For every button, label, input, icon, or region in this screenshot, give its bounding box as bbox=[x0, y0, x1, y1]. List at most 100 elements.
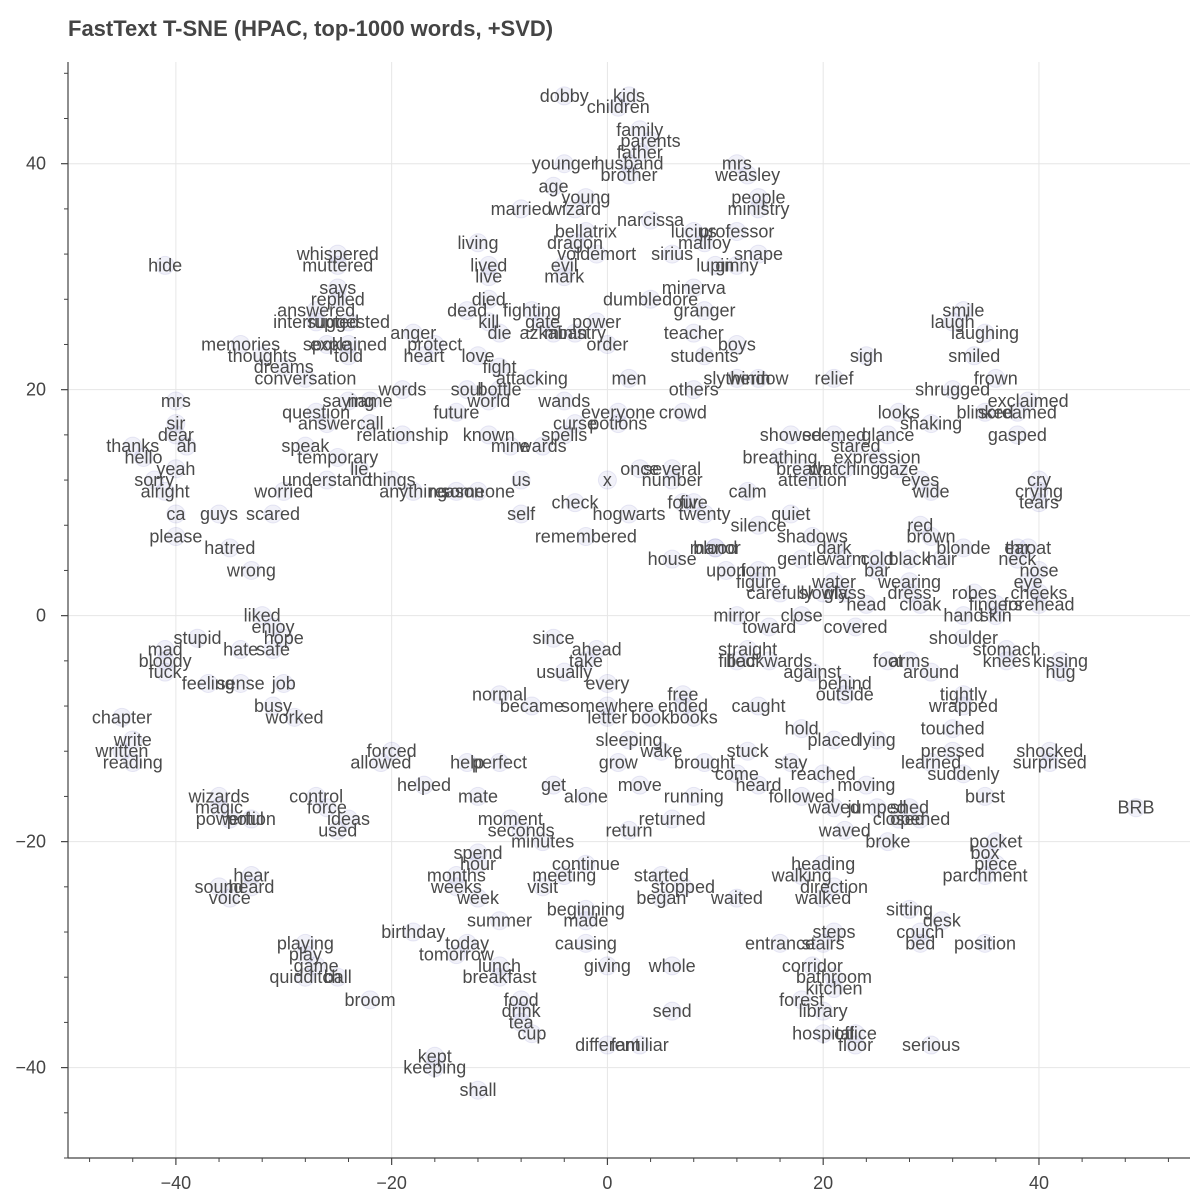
point-label: tears bbox=[1019, 493, 1059, 513]
data-point bbox=[328, 447, 348, 467]
data-point bbox=[339, 391, 358, 411]
data-point bbox=[673, 685, 693, 705]
data-point bbox=[306, 402, 326, 422]
data-point bbox=[490, 911, 510, 931]
data-point bbox=[846, 617, 866, 637]
data-point bbox=[867, 447, 887, 467]
data-point bbox=[231, 640, 251, 660]
data-point bbox=[1051, 651, 1071, 671]
point-label: neck bbox=[998, 549, 1037, 569]
data-point bbox=[1029, 493, 1049, 513]
point-label: hope bbox=[264, 628, 304, 648]
data-point bbox=[198, 673, 218, 693]
data-point bbox=[932, 549, 952, 569]
point-label: worried bbox=[253, 481, 313, 501]
point-label: started bbox=[634, 866, 689, 886]
data-point bbox=[673, 402, 693, 422]
data-point bbox=[662, 470, 682, 490]
point-label: blonde bbox=[936, 538, 990, 558]
point-label: continue bbox=[552, 854, 620, 874]
point-label: hello bbox=[125, 447, 163, 467]
point-label: breath bbox=[776, 459, 827, 479]
point-label: married bbox=[491, 199, 552, 219]
data-point bbox=[328, 289, 348, 309]
point-label: weasley bbox=[714, 165, 780, 185]
plot-area bbox=[68, 62, 1190, 1158]
data-point bbox=[500, 809, 520, 829]
data-point bbox=[597, 956, 617, 976]
point-label: cheeks bbox=[1010, 583, 1067, 603]
data-point bbox=[511, 470, 531, 490]
point-label: grow bbox=[599, 753, 639, 773]
grid bbox=[68, 62, 1190, 1158]
data-point bbox=[835, 685, 855, 705]
data-point bbox=[986, 832, 1006, 852]
data-point bbox=[1051, 662, 1071, 682]
point-label: sleeping bbox=[595, 730, 662, 750]
point-label: wrapped bbox=[928, 696, 998, 716]
point-label: exclaimed bbox=[988, 391, 1069, 411]
point-label: slowly bbox=[799, 583, 848, 603]
point-label: meeting bbox=[532, 866, 596, 886]
point-label: running bbox=[664, 786, 724, 806]
point-label: waited bbox=[710, 888, 763, 908]
point-label: slytherin bbox=[703, 368, 770, 388]
point-label: position bbox=[954, 933, 1016, 953]
data-point bbox=[705, 538, 725, 558]
point-label: covered bbox=[824, 617, 888, 637]
data-point bbox=[468, 843, 488, 863]
data-point bbox=[241, 560, 261, 580]
data-point bbox=[608, 402, 628, 422]
point-label: died bbox=[472, 289, 506, 309]
point-label: ministry bbox=[727, 199, 789, 219]
data-point bbox=[1007, 549, 1027, 569]
point-label: move bbox=[618, 775, 662, 795]
data-point bbox=[543, 628, 563, 648]
data-point bbox=[997, 651, 1017, 671]
point-label: understand bbox=[282, 470, 372, 490]
point-label: magic bbox=[195, 798, 243, 818]
data-point bbox=[1029, 583, 1049, 603]
data-point bbox=[457, 753, 477, 773]
point-label: dress bbox=[887, 583, 931, 603]
point-label: heard bbox=[735, 775, 781, 795]
data-point bbox=[641, 210, 661, 230]
data-point bbox=[187, 628, 207, 648]
point-label: cold bbox=[861, 549, 894, 569]
data-point bbox=[684, 278, 704, 298]
data-point bbox=[166, 459, 186, 479]
point-label: box bbox=[971, 843, 1000, 863]
point-label: control bbox=[289, 786, 343, 806]
point-label: dumbledore bbox=[603, 289, 698, 309]
data-point bbox=[112, 741, 132, 761]
data-point bbox=[554, 267, 574, 287]
point-label: wizard bbox=[548, 199, 601, 219]
data-point bbox=[824, 425, 844, 445]
point-label: piece bbox=[974, 854, 1017, 874]
point-label: things bbox=[368, 470, 416, 490]
point-label: whispered bbox=[296, 244, 379, 264]
point-label: since bbox=[532, 628, 574, 648]
data-point bbox=[339, 346, 358, 366]
point-label: order bbox=[586, 334, 628, 354]
point-label: tomorrow bbox=[419, 945, 495, 965]
point-label: sigh bbox=[850, 346, 883, 366]
data-point bbox=[738, 741, 758, 761]
point-label: gaze bbox=[879, 459, 918, 479]
point-label: opened bbox=[890, 809, 950, 829]
point-label: force bbox=[307, 798, 347, 818]
data-point bbox=[695, 504, 715, 524]
point-label: wearing bbox=[877, 572, 941, 592]
point-label: tea bbox=[509, 1012, 535, 1032]
data-point bbox=[554, 425, 574, 445]
point-label: playing bbox=[277, 933, 334, 953]
data-point bbox=[867, 730, 887, 750]
point-label: eyes bbox=[901, 470, 939, 490]
data-point bbox=[651, 741, 671, 761]
data-point bbox=[630, 1035, 650, 1055]
data-point bbox=[727, 368, 747, 388]
data-point bbox=[554, 391, 574, 411]
y-tick-label: −20 bbox=[15, 832, 46, 852]
point-label: professor bbox=[699, 221, 774, 241]
point-label: visit bbox=[527, 877, 558, 897]
